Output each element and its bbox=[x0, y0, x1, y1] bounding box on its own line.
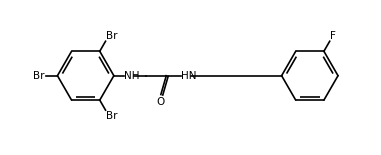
Text: O: O bbox=[157, 97, 165, 107]
Text: F: F bbox=[330, 31, 336, 40]
Text: HN: HN bbox=[181, 71, 197, 81]
Text: NH: NH bbox=[124, 71, 139, 81]
Text: Br: Br bbox=[33, 71, 45, 81]
Text: Br: Br bbox=[106, 111, 118, 121]
Text: Br: Br bbox=[106, 31, 118, 40]
